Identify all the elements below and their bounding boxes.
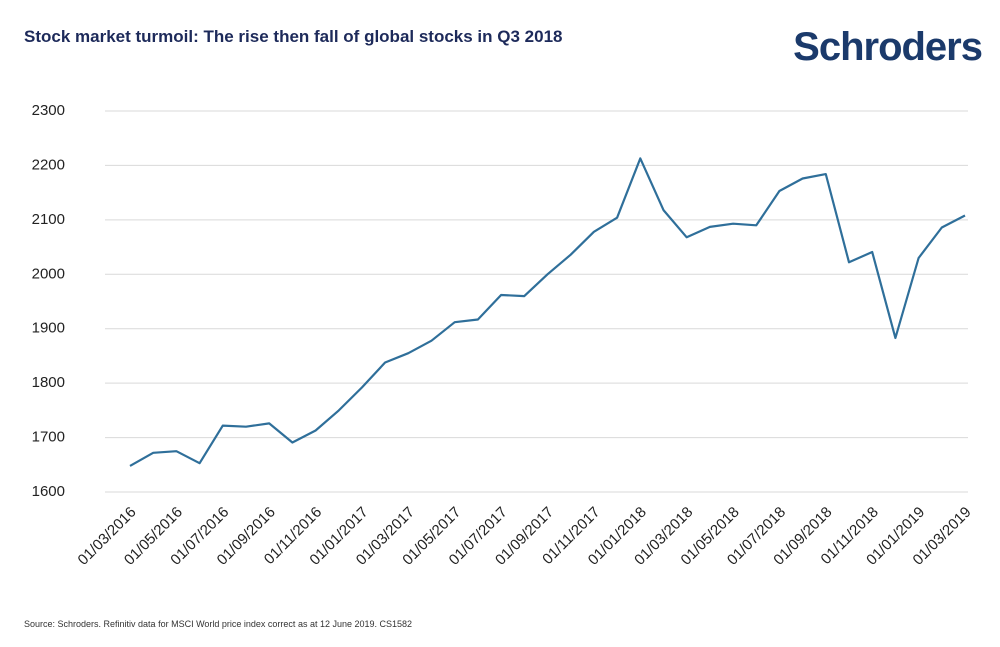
y-tick-label: 2200 [32,156,65,173]
y-tick-label: 2300 [32,102,65,119]
source-note: Source: Schroders. Refinitiv data for MS… [24,619,412,629]
y-tick-label: 1700 [32,429,65,446]
y-tick-label: 2000 [32,265,65,282]
line [129,157,966,467]
logo: Schroders [793,25,982,69]
y-tick-label: 1600 [32,483,65,500]
y-tick-label: 1800 [32,374,65,391]
y-tick-label: 1900 [32,320,65,337]
chart-title: Stock market turmoil: The rise then fall… [24,27,562,46]
y-tick-label: 2100 [32,211,65,228]
